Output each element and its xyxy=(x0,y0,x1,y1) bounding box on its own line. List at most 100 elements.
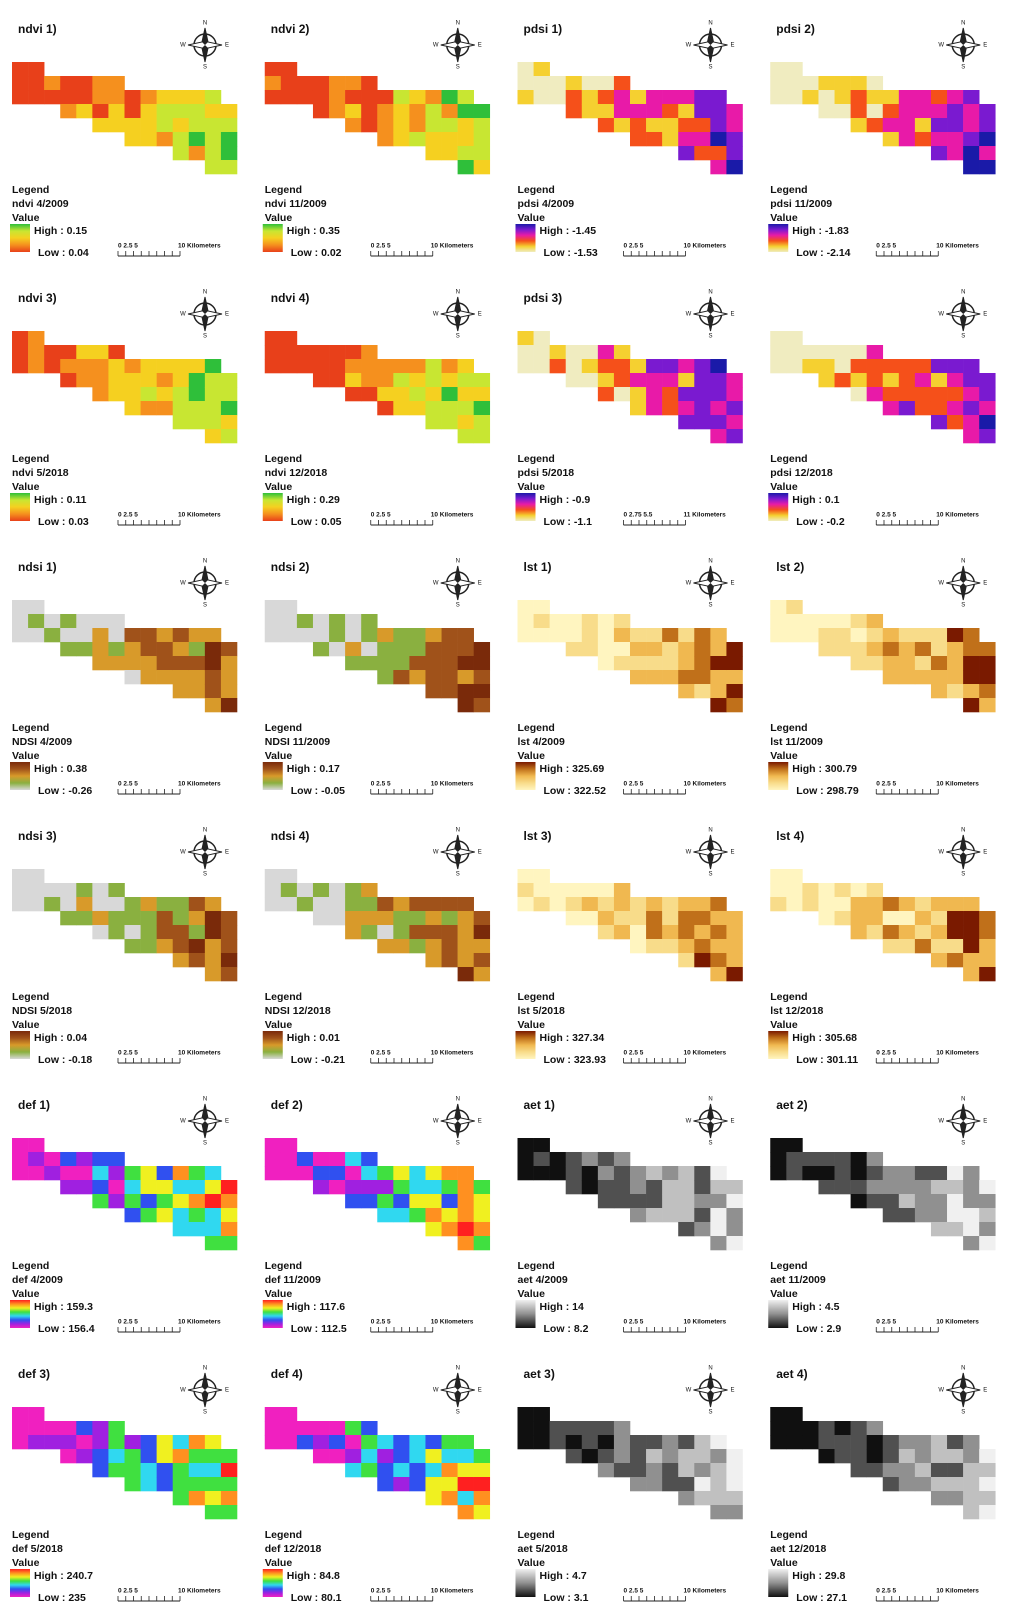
map-cell xyxy=(141,359,157,373)
map-panel: lst 1)NESWLegendlst 4/2009ValueHigh : 32… xyxy=(516,559,743,797)
compass-letter: S xyxy=(961,1141,965,1147)
map-cell xyxy=(883,359,899,373)
map-cell xyxy=(710,925,726,939)
map-cell xyxy=(221,967,237,981)
map-cell xyxy=(566,1435,582,1449)
compass-letter: W xyxy=(938,312,944,318)
compass-letter: W xyxy=(180,581,186,587)
legend-low: Low : -1.53 xyxy=(544,247,598,259)
map-cell xyxy=(221,160,237,174)
map-cell xyxy=(770,1166,786,1180)
map-cell xyxy=(646,1463,662,1477)
map-cell xyxy=(867,1463,883,1477)
map-cell xyxy=(678,1222,694,1236)
map-cell xyxy=(92,387,108,401)
map-cell xyxy=(566,90,582,104)
map-cell xyxy=(947,925,963,939)
map-cell xyxy=(770,1435,786,1449)
map-cell xyxy=(425,1463,441,1477)
map-cell xyxy=(883,90,899,104)
legend-layer: pdsi 5/2018 xyxy=(518,467,575,479)
map-cell xyxy=(931,670,947,684)
map-cell xyxy=(189,415,205,429)
map-cell xyxy=(12,359,28,373)
map-cell xyxy=(710,1463,726,1477)
map-cell xyxy=(598,1421,614,1435)
map-cell xyxy=(646,911,662,925)
map-cell xyxy=(678,1208,694,1222)
panel-title: def 3) xyxy=(18,1367,50,1381)
map-cell xyxy=(582,1166,598,1180)
map-cell xyxy=(12,883,28,897)
map-cell xyxy=(818,897,834,911)
map-cell xyxy=(442,925,458,939)
map-cell xyxy=(518,883,534,897)
map-cell xyxy=(786,1435,802,1449)
map-cell xyxy=(157,939,173,953)
map-cell xyxy=(883,897,899,911)
map-cell xyxy=(915,401,931,415)
map-cell xyxy=(726,132,742,146)
map-cell xyxy=(297,1152,313,1166)
map-cell xyxy=(883,925,899,939)
map-cell xyxy=(409,373,425,387)
map-cell xyxy=(614,642,630,656)
map-cell xyxy=(694,1166,710,1180)
map-cell xyxy=(947,1194,963,1208)
map-cell xyxy=(361,359,377,373)
map-cell xyxy=(313,642,329,656)
legend-title: Legend xyxy=(12,991,49,1003)
legend-low: Low : -0.05 xyxy=(291,785,345,797)
map-cell xyxy=(518,76,534,90)
map-cell xyxy=(189,118,205,132)
map-cell xyxy=(474,1477,490,1491)
map-cell xyxy=(361,90,377,104)
map-cell xyxy=(835,1180,851,1194)
map-panel: aet 3)NESWLegendaet 5/2018ValueHigh : 4.… xyxy=(516,1366,743,1604)
legend-title: Legend xyxy=(518,1260,555,1272)
map-cell xyxy=(108,925,124,939)
map-cell xyxy=(851,1166,867,1180)
map-cell xyxy=(313,614,329,628)
map-cell xyxy=(518,62,534,76)
legend-swatch xyxy=(263,493,283,521)
map-cell xyxy=(726,698,742,712)
map-cell xyxy=(125,359,141,373)
map-cell xyxy=(867,345,883,359)
legend-high: High : 29.8 xyxy=(792,1570,845,1582)
map-cell xyxy=(614,1194,630,1208)
map-cell xyxy=(442,1435,458,1449)
legend-swatch xyxy=(768,224,788,252)
map-cell xyxy=(662,118,678,132)
map-cell xyxy=(614,628,630,642)
map-cell xyxy=(329,1152,345,1166)
map-cell xyxy=(425,1208,441,1222)
map-cell xyxy=(851,104,867,118)
legend-value: Value xyxy=(770,212,798,224)
map-cell xyxy=(173,1435,189,1449)
map-cell xyxy=(44,90,60,104)
compass: NESW xyxy=(433,1366,482,1416)
map-cell xyxy=(377,925,393,939)
map-cell xyxy=(598,897,614,911)
map-raster xyxy=(12,600,237,712)
compass: NESW xyxy=(938,559,987,609)
legend-value: Value xyxy=(770,481,798,493)
legend-value: Value xyxy=(12,1019,40,1031)
map-cell xyxy=(710,1194,726,1208)
map-cell xyxy=(710,684,726,698)
compass-letter: N xyxy=(456,290,460,296)
map-cell xyxy=(694,415,710,429)
map-cell xyxy=(851,628,867,642)
compass-letter: N xyxy=(961,290,965,296)
map-cell xyxy=(566,628,582,642)
scale-units: 10 Kilometers xyxy=(936,1588,979,1595)
map-cell xyxy=(108,118,124,132)
map-cell xyxy=(678,1180,694,1194)
map-cell xyxy=(963,132,979,146)
map-cell xyxy=(802,614,818,628)
map-cell xyxy=(630,897,646,911)
map-cell xyxy=(534,90,550,104)
compass: NESW xyxy=(180,1097,229,1147)
map-cell xyxy=(694,359,710,373)
